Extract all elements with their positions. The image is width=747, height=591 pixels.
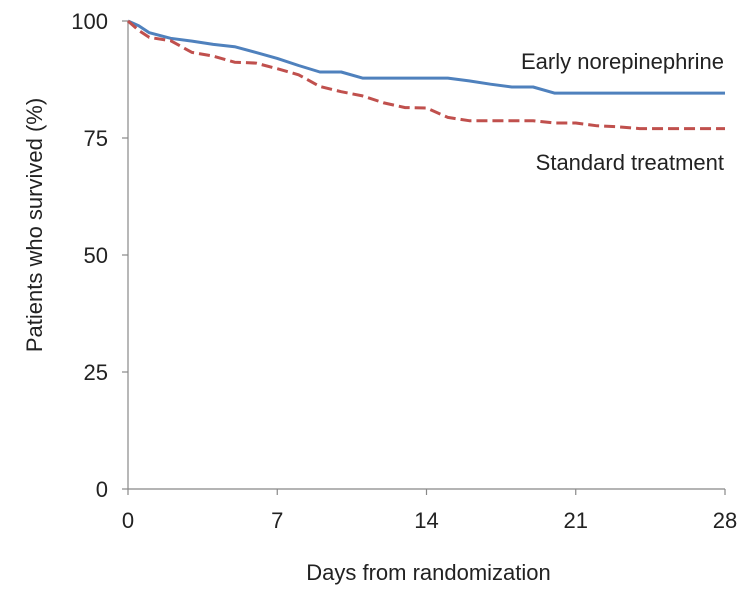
x-tick-label: 0	[122, 508, 134, 533]
ticks: 0 25 50 75 100 0 7 14 21 28	[71, 9, 737, 533]
series-line-standard-treatment	[127, 19, 725, 131]
y-tick-label: 100	[71, 9, 108, 34]
x-tick-label: 28	[713, 508, 737, 533]
y-tick-label: 0	[96, 477, 108, 502]
x-tick-label: 21	[564, 508, 588, 533]
axes	[127, 21, 725, 490]
series-label-early-norepinephrine: Early norepinephrine	[521, 49, 724, 74]
series-line-early-norepinephrine	[127, 19, 725, 95]
y-axis-label: Patients who survived (%)	[22, 98, 47, 352]
series-group	[127, 19, 725, 131]
x-tick-label: 7	[271, 508, 283, 533]
x-tick-label: 14	[414, 508, 438, 533]
series-label-standard-treatment: Standard treatment	[536, 150, 724, 175]
y-tick-label: 25	[84, 360, 108, 385]
labels: Days from randomization Patients who sur…	[22, 49, 724, 585]
x-axis-label: Days from randomization	[306, 560, 551, 585]
y-tick-label: 50	[84, 243, 108, 268]
y-tick-label: 75	[84, 126, 108, 151]
